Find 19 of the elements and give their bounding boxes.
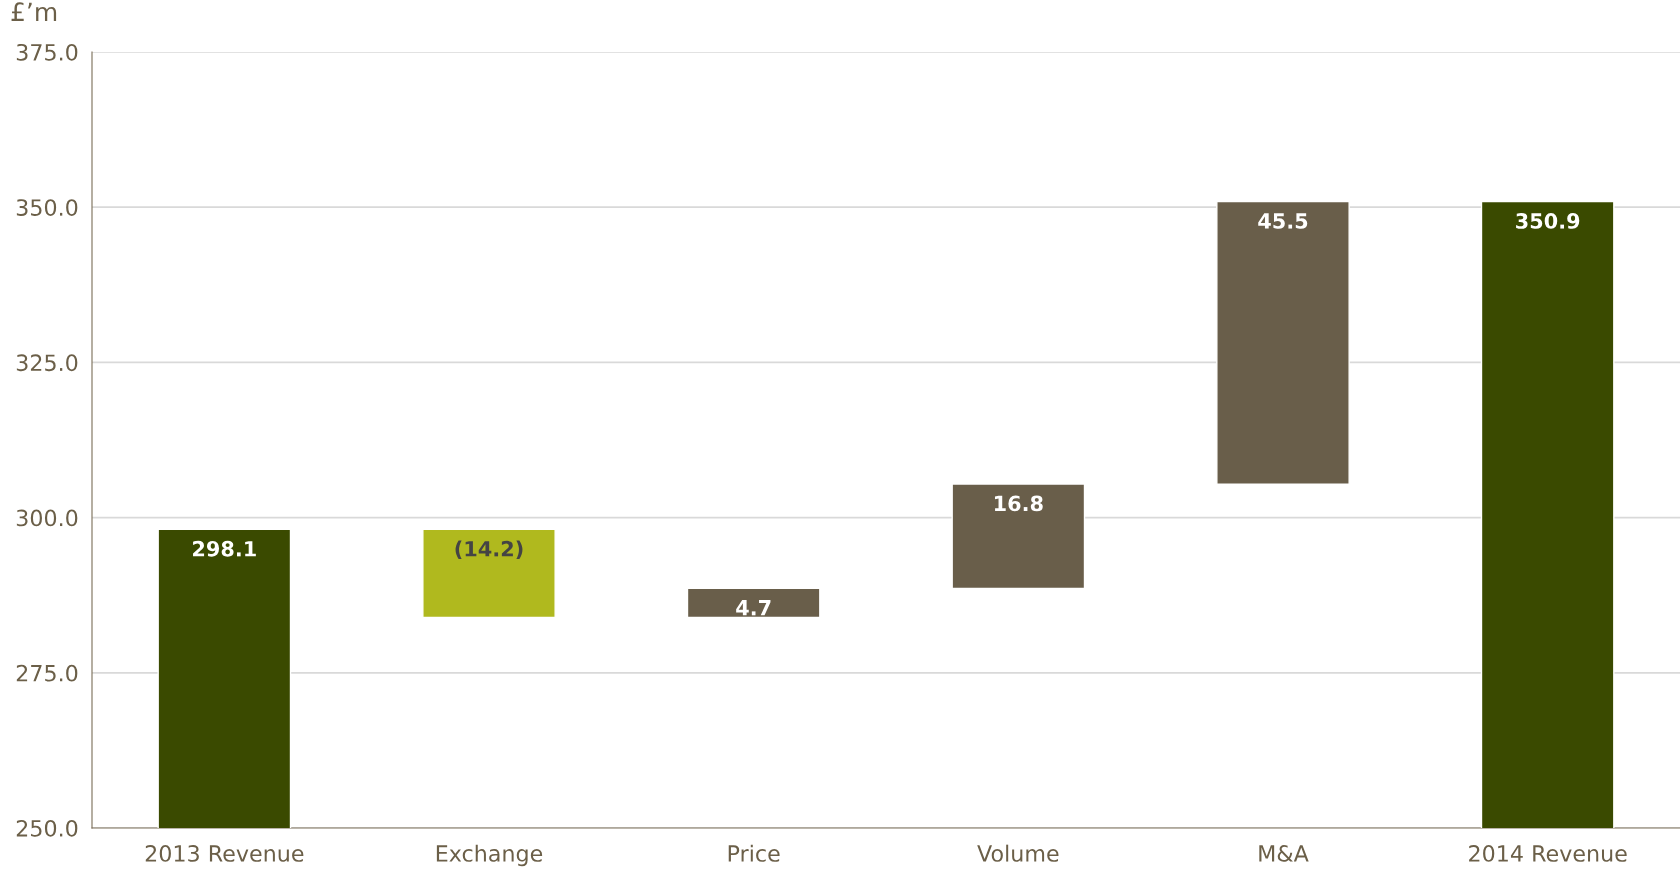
y-tick-label: 375.0	[16, 43, 78, 61]
y-tick-label: 250.0	[16, 819, 78, 837]
x-tick-label: 2013 Revenue	[145, 845, 304, 862]
y-tick-label: 275.0	[16, 664, 78, 682]
x-tick-label: 2014 Revenue	[1469, 845, 1627, 862]
x-tick-label: Price	[728, 844, 780, 862]
y-tick-label: 350.0	[16, 199, 78, 216]
y-axis-title: £’m	[11, 2, 57, 21]
x-tick-label: Exchange	[436, 844, 543, 867]
data-label: 4.7	[736, 600, 771, 616]
data-label: 298.1	[193, 540, 256, 557]
data-label: 16.8	[994, 495, 1043, 512]
data-label: 350.9	[1516, 213, 1580, 229]
x-tick-label: M&A	[1259, 845, 1309, 862]
y-tick-label: 300.0	[16, 509, 78, 527]
x-tick-label: Volume	[977, 844, 1059, 862]
y-tick-label: 325.0	[16, 354, 78, 372]
data-label: (14.2)	[455, 540, 523, 560]
data-label: 45.5	[1258, 213, 1308, 229]
